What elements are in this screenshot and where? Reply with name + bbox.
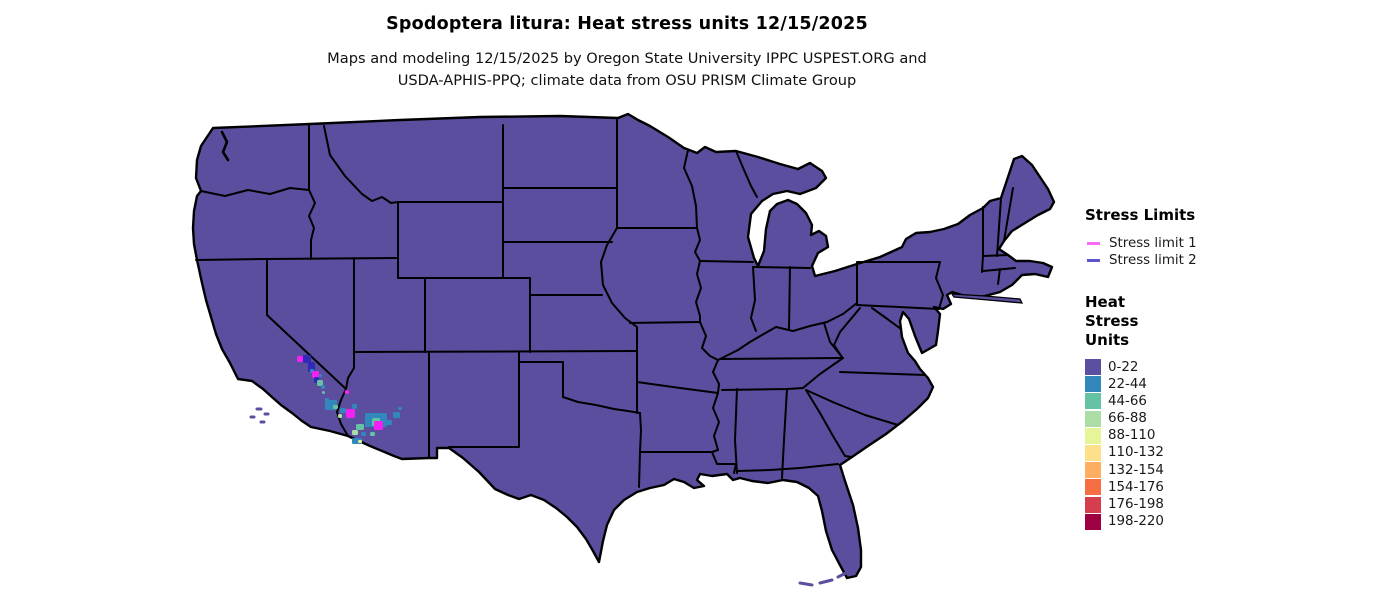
heat-stress-spot xyxy=(338,414,342,418)
heat-stress-spot xyxy=(374,421,383,430)
heat-stress-spot xyxy=(352,430,358,435)
stress-limit-line-swatch xyxy=(1087,242,1100,245)
heat-stress-rows: 0-22 22-44 44-66 66-88 88-110 110-132 132-154 1… xyxy=(1085,359,1315,530)
heat-stress-spot xyxy=(361,432,366,436)
heat-stress-spot xyxy=(352,404,357,409)
subtitle-line-1: Maps and modeling 12/15/2025 by Oregon S… xyxy=(327,50,927,67)
class-range-label: 0-22 xyxy=(1108,359,1139,375)
title-block: Spodoptera litura: Heat stress units 12/… xyxy=(0,14,1254,92)
stress-limits-title: Stress Limits xyxy=(1085,206,1196,224)
stress-limit-label: Stress limit 1 xyxy=(1109,236,1197,251)
class-range-label: 154-176 xyxy=(1108,479,1164,495)
class-range-label: 176-198 xyxy=(1108,497,1164,512)
heat-stress-spot xyxy=(319,374,322,377)
color-swatch xyxy=(1085,410,1101,427)
legend-class-row: 88-110 xyxy=(1085,427,1315,444)
legend-class-row: 176-198 xyxy=(1085,496,1315,513)
legend-stress-limit-row: Stress limit 2 xyxy=(1087,252,1315,269)
legend-class-row: 110-132 xyxy=(1085,444,1315,461)
heat-stress-spot xyxy=(386,420,392,425)
heat-stress-spot xyxy=(358,440,362,443)
legend-class-row: 198-220 xyxy=(1085,513,1315,530)
channel-islands xyxy=(249,407,270,424)
page-title: Spodoptera litura: Heat stress units 12/… xyxy=(386,14,868,34)
florida-keys xyxy=(798,571,848,587)
heat-stress-spots xyxy=(297,355,402,444)
heat-stress-spot xyxy=(317,380,323,386)
us-landmass xyxy=(191,112,1056,580)
color-swatch xyxy=(1085,513,1101,530)
heat-stress-spot xyxy=(303,355,311,363)
long-island xyxy=(950,293,1024,304)
color-swatch xyxy=(1085,479,1101,496)
color-swatch xyxy=(1085,462,1101,479)
heat-stress-spot xyxy=(312,371,319,378)
map-legend: Stress Limits Stress limit 1 Stress limit… xyxy=(1085,206,1315,531)
class-range-label: 110-132 xyxy=(1108,445,1164,461)
heat-stress-spot xyxy=(340,408,346,413)
stress-limit-line-swatch xyxy=(1087,259,1100,262)
page-subtitle: Maps and modeling 12/15/2025 by Oregon S… xyxy=(0,48,1254,92)
class-range-label: 88-110 xyxy=(1108,428,1156,444)
heat-stress-spot xyxy=(321,385,325,389)
heat-stress-spot xyxy=(346,409,355,418)
legend-class-row: 132-154 xyxy=(1085,462,1315,479)
stress-limits-rows: Stress limit 1 Stress limit 2 xyxy=(1087,235,1315,269)
color-swatch xyxy=(1085,444,1101,461)
heat-stress-spot xyxy=(322,391,325,394)
class-range-label: 66-88 xyxy=(1108,411,1147,427)
legend-class-row: 22-44 xyxy=(1085,376,1315,393)
heat-stress-spot xyxy=(398,407,402,410)
legend-stress-limit-row: Stress limit 1 xyxy=(1087,235,1315,252)
heat-stress-spot xyxy=(370,432,375,436)
heat-stress-spot xyxy=(345,390,349,394)
heat-stress-spot xyxy=(333,405,338,409)
legend-class-row: 66-88 xyxy=(1085,410,1315,427)
color-swatch xyxy=(1085,393,1101,410)
class-range-label: 198-220 xyxy=(1108,514,1164,530)
color-swatch xyxy=(1085,496,1101,513)
coastal-islands xyxy=(249,407,848,587)
legend-class-row: 44-66 xyxy=(1085,393,1315,410)
subtitle-line-2: USDA-APHIS-PPQ; climate data from OSU PR… xyxy=(397,72,857,89)
legend-class-row: 154-176 xyxy=(1085,479,1315,496)
heat-stress-spot xyxy=(356,424,364,430)
class-range-label: 132-154 xyxy=(1108,462,1164,478)
legend-class-row: 0-22 xyxy=(1085,359,1315,375)
state-borders xyxy=(195,117,1016,488)
class-range-label: 44-66 xyxy=(1108,393,1147,409)
heat-stress-spot xyxy=(297,356,303,362)
color-swatch xyxy=(1085,427,1101,444)
color-swatch xyxy=(1085,359,1101,375)
class-range-label: 22-44 xyxy=(1108,376,1147,392)
stress-limit-label: Stress limit 2 xyxy=(1109,253,1197,268)
heat-stress-spot xyxy=(393,412,400,418)
heat-stress-title: Heat Stress Units xyxy=(1085,293,1139,349)
color-swatch xyxy=(1085,376,1101,393)
